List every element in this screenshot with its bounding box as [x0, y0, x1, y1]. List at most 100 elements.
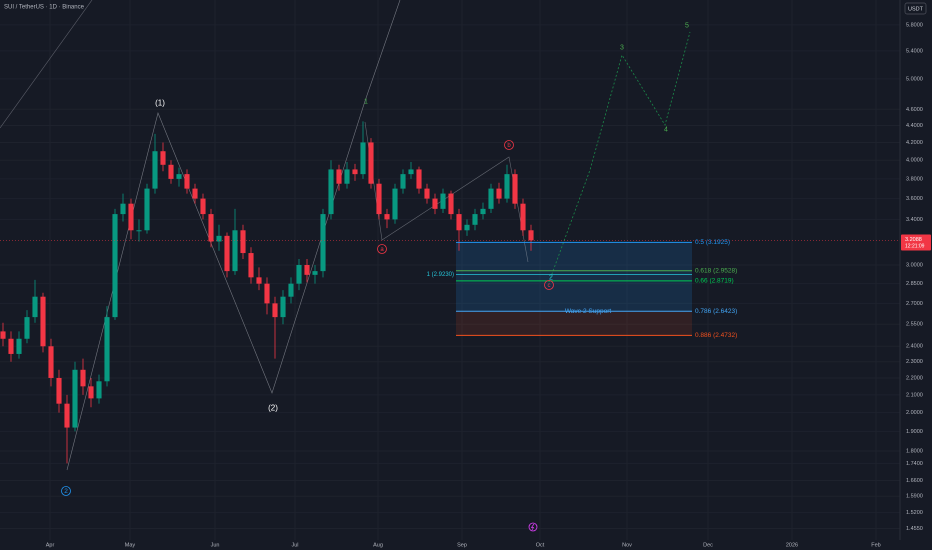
candle-body: [256, 277, 262, 284]
candle-body: [320, 214, 326, 272]
candle-body: [64, 403, 70, 428]
y-tick-label: 5.0000: [906, 76, 923, 82]
candle-body: [184, 174, 190, 189]
candle-body: [344, 169, 350, 184]
y-tick-label: 2.2000: [906, 375, 923, 381]
wave-label: 2: [64, 488, 68, 495]
wave-ring: [61, 486, 71, 496]
wave-line: [66, 0, 401, 471]
fib-label: 0.886 (2.4732): [695, 332, 737, 339]
candle-body: [304, 264, 310, 275]
candle-body: [136, 230, 142, 232]
wave-label: c: [548, 283, 551, 289]
fib-label: 0.618 (2.9528): [695, 267, 737, 274]
wave-ring: [504, 140, 514, 150]
projection-line: [548, 31, 691, 283]
y-tick-label: 1.5200: [906, 510, 923, 516]
x-tick-label: 2026: [786, 542, 798, 548]
y-tick-label: 2.7000: [906, 301, 923, 307]
y-tick-label: 1.4550: [906, 526, 923, 532]
candle-body: [176, 174, 182, 179]
y-tick-label: 3.8000: [906, 176, 923, 182]
candle-body: [232, 230, 238, 272]
y-tick-label: 5.8000: [906, 22, 923, 28]
countdown-label: 12:21:09: [905, 243, 925, 249]
y-tick-label: 5.4000: [906, 48, 923, 54]
annotations: (1) (2) 1 2 3 4 5 a b c 2 Wave 2 Support: [61, 22, 689, 496]
candle-body: [160, 151, 166, 165]
symbol-title: SUI / TetherUS · 1D · Binance: [4, 5, 85, 11]
candle-body: [80, 369, 86, 387]
candle-body: [456, 214, 462, 231]
candle-body: [376, 183, 382, 215]
y-tick-label: 2.0000: [906, 410, 923, 416]
y-tick-label: 1.5900: [906, 494, 923, 500]
price-axis: [900, 0, 932, 550]
fib-label: 0.5 (3.1925): [695, 239, 730, 246]
candle-body: [520, 203, 526, 231]
x-tick-label: Feb: [871, 542, 880, 548]
candle-body: [400, 174, 406, 189]
candle-body: [0, 331, 6, 339]
y-tick-label: 4.2000: [906, 140, 923, 146]
candle-body: [272, 303, 278, 318]
candle-body: [8, 338, 14, 354]
x-tick-label: Sep: [457, 542, 467, 548]
time-axis: [0, 540, 932, 550]
y-tick-label: 2.5500: [906, 322, 923, 328]
grid: [0, 0, 900, 540]
candle-body: [264, 283, 270, 304]
candle-body: [112, 214, 118, 318]
candle-body: [40, 296, 46, 347]
currency-button[interactable]: [904, 2, 927, 15]
last-price-box: [901, 234, 931, 251]
y-tick-label: 3.0000: [906, 262, 923, 268]
candle-body: [248, 253, 254, 278]
y-tick-label: 2.1000: [906, 392, 923, 398]
candle-body: [448, 193, 454, 215]
fib-levels: 0.5 (3.1925) 0.618 (2.9528) 1 (2.9230) 0.66…: [0, 239, 900, 339]
candle-body: [144, 188, 150, 231]
x-tick-label: Jun: [211, 542, 220, 548]
candle-body: [96, 381, 102, 399]
axes: Apr May Jun Jul Aug Sep Oct Nov Dec 2026 Feb 5.8000…: [46, 22, 931, 548]
y-tick-label: 4.4000: [906, 123, 923, 129]
candle-body: [240, 230, 246, 254]
fib-label: 1 (2.9230): [427, 272, 454, 278]
wave-label: Wave 2 Support: [565, 308, 612, 315]
candle-body: [528, 230, 534, 241]
candle-body: [104, 317, 110, 382]
event-icon[interactable]: [528, 522, 538, 532]
wave-ring: [544, 280, 554, 290]
candle-body: [336, 169, 342, 184]
x-tick-label: Dec: [703, 542, 713, 548]
candle-body: [200, 198, 206, 215]
candle-body: [152, 151, 158, 189]
wave-label: 2: [549, 274, 553, 281]
fib-label: 0.786 (2.6423): [695, 308, 737, 315]
y-tick-label: 1.6600: [906, 478, 923, 484]
fib-label: 0.66 (2.8719): [695, 278, 734, 285]
wave-label: (1): [155, 99, 165, 108]
candle-body: [72, 369, 78, 428]
candle-body: [168, 164, 174, 179]
y-tick-label: 1.8000: [906, 449, 923, 455]
candle-body: [296, 264, 302, 284]
candle-body: [16, 338, 22, 354]
currency-label[interactable]: USDT: [908, 6, 924, 12]
candle-body: [216, 235, 222, 242]
y-tick-label: 2.3000: [906, 359, 923, 365]
candle-body: [328, 169, 334, 215]
x-tick-label: Oct: [536, 542, 545, 548]
deep-zone: [456, 311, 692, 336]
y-tick-label: 2.8500: [906, 281, 923, 287]
candle-body: [120, 203, 126, 215]
wave-ring: [377, 244, 387, 254]
y-tick-label: 4.0000: [906, 158, 923, 164]
y-tick-label: 3.6000: [906, 196, 923, 202]
wave-label: (2): [268, 404, 278, 413]
x-tick-label: Aug: [373, 542, 383, 548]
